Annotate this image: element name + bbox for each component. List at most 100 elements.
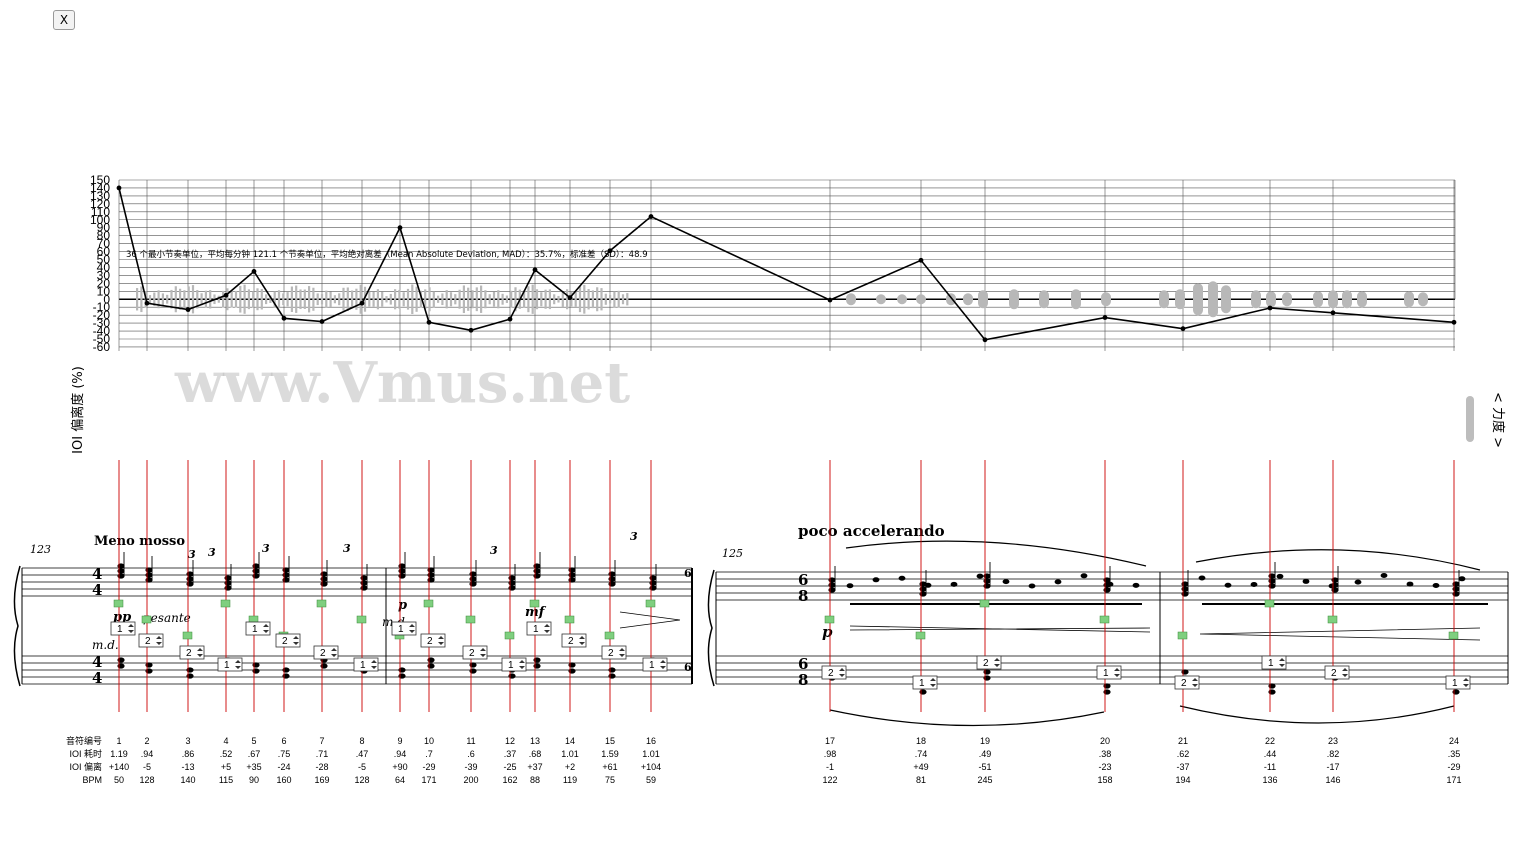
dynamics-bar <box>1193 283 1203 315</box>
dynamics-bar <box>1342 290 1352 308</box>
notehead <box>145 662 152 667</box>
note-spinner-3[interactable]: 2 <box>180 646 204 659</box>
dynamics-bar <box>428 287 430 311</box>
notehead <box>360 585 367 590</box>
dynamics-bar <box>162 293 164 305</box>
note-spinner-21[interactable]: 2 <box>1175 676 1199 689</box>
table-cell: -29 <box>422 762 435 772</box>
table-cell: 88 <box>530 775 540 785</box>
note-spinner-11[interactable]: 2 <box>463 646 487 659</box>
dynamics-bar <box>291 287 293 312</box>
notehead <box>360 580 367 585</box>
note-spinner-4[interactable]: 1 <box>218 658 242 671</box>
table-cell: 1.01 <box>561 749 579 759</box>
data-point-18 <box>919 258 924 263</box>
dynamics-scroll-handle[interactable] <box>1466 396 1474 442</box>
spinner-value: 1 <box>1268 658 1274 669</box>
notehead <box>608 667 615 672</box>
note-spinner-5[interactable]: 1 <box>246 622 270 635</box>
dynamics-bar <box>450 292 452 306</box>
note-spinner-15[interactable]: 2 <box>602 646 626 659</box>
notehead <box>533 663 540 668</box>
note-spinner-23[interactable]: 2 <box>1325 666 1349 679</box>
dynamics-bar <box>231 291 233 308</box>
note-spinner-9[interactable]: 1 <box>392 622 416 635</box>
notehead <box>186 667 193 672</box>
table-cell: .52 <box>220 749 233 759</box>
dynamics-bar <box>278 290 280 308</box>
spinner-value: 2 <box>828 668 834 679</box>
velocity-marker <box>221 600 230 607</box>
dynamics-bar <box>342 288 344 311</box>
data-point-20 <box>1103 315 1108 320</box>
note-spinner-10[interactable]: 2 <box>421 634 445 647</box>
table-cell: 128 <box>354 775 369 785</box>
staff-lines <box>14 541 1508 725</box>
note-spinner-8[interactable]: 1 <box>354 658 378 671</box>
dynamics-bar <box>562 291 564 307</box>
table-cell: -28 <box>315 762 328 772</box>
dynamics-bar <box>411 284 413 314</box>
notehead <box>224 575 231 580</box>
spinner-value: 1 <box>117 624 123 635</box>
notehead <box>568 567 575 572</box>
table-cell: 9 <box>397 736 402 746</box>
notehead <box>828 582 835 587</box>
note-spinner-12[interactable]: 1 <box>502 658 526 671</box>
notehead <box>282 667 289 672</box>
spinner-value: 2 <box>1331 668 1337 679</box>
notehead <box>1355 580 1362 585</box>
dynamics-bar <box>489 294 491 304</box>
notehead <box>1055 579 1062 584</box>
spinner-value: 2 <box>145 636 151 647</box>
table-cell: 12 <box>505 736 515 746</box>
table-cell: 194 <box>1175 775 1190 785</box>
notehead <box>1268 583 1275 588</box>
notehead <box>252 568 259 573</box>
data-point-6 <box>282 316 287 321</box>
notehead <box>1081 573 1088 578</box>
dynamics-bar <box>256 288 258 310</box>
spinner-box <box>246 622 270 635</box>
notehead <box>1433 583 1440 588</box>
note-spinner-17[interactable]: 2 <box>822 666 846 679</box>
notehead <box>252 563 259 568</box>
notehead <box>919 591 926 596</box>
table-cell: .47 <box>356 749 369 759</box>
spinner-box <box>822 666 846 679</box>
note-spinner-22[interactable]: 1 <box>1262 656 1286 669</box>
note-spinner-7[interactable]: 2 <box>314 646 338 659</box>
note-spinner-24[interactable]: 1 <box>1446 676 1470 689</box>
table-cell: 245 <box>977 775 992 785</box>
note-spinner-18[interactable]: 1 <box>913 676 937 689</box>
velocity-marker <box>980 600 989 607</box>
dynamics-bar <box>261 289 263 309</box>
notehead <box>469 581 476 586</box>
notehead <box>1107 582 1114 587</box>
note-spinner-2[interactable]: 2 <box>139 634 163 647</box>
spinner-value: 2 <box>320 648 326 659</box>
note-spinner-14[interactable]: 2 <box>562 634 586 647</box>
table-cell: 24 <box>1449 736 1459 746</box>
tuplet-number: 3 <box>188 548 196 561</box>
note-spinner-6[interactable]: 2 <box>276 634 300 647</box>
note-spinner-19[interactable]: 2 <box>977 656 1001 669</box>
tuplet-number: 3 <box>490 544 498 557</box>
dynamics-bar <box>205 291 207 308</box>
notehead <box>224 585 231 590</box>
note-spinner-1[interactable]: 1 <box>111 622 135 635</box>
note-spinner-13[interactable]: 1 <box>527 622 551 635</box>
data-point-21 <box>1181 326 1186 331</box>
table-cell: -5 <box>358 762 366 772</box>
table-cell: .74 <box>915 749 928 759</box>
notehead <box>608 576 615 581</box>
dynamics-bar <box>338 293 340 305</box>
notehead <box>224 580 231 585</box>
notehead <box>145 567 152 572</box>
note-spinner-16[interactable]: 1 <box>643 658 667 671</box>
note-spinner-20[interactable]: 1 <box>1097 666 1121 679</box>
notehead <box>469 576 476 581</box>
dynamics-bar <box>1159 290 1169 308</box>
table-cell: 18 <box>916 736 926 746</box>
notehead <box>469 668 476 673</box>
